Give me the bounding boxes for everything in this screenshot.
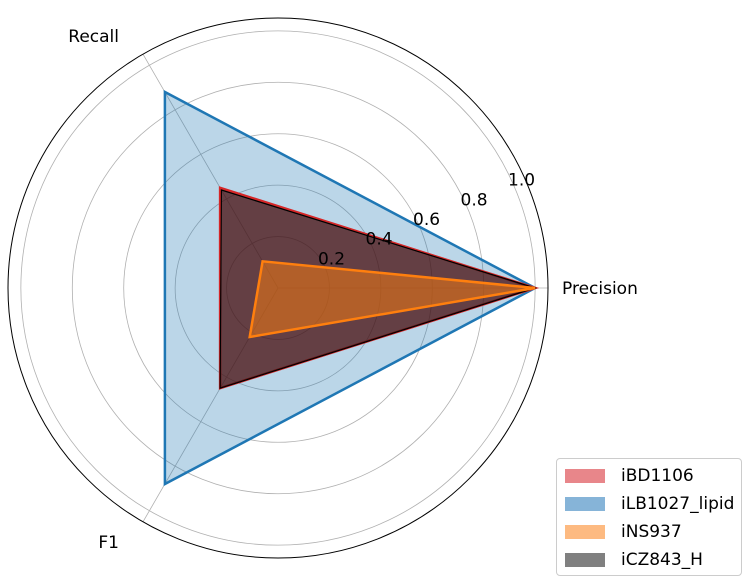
legend-swatch	[565, 469, 605, 483]
legend-swatch	[565, 497, 605, 511]
legend-item: iNS937	[565, 518, 741, 546]
series-layer	[163, 89, 540, 487]
legend-item: iLB1027_lipid	[565, 490, 741, 518]
legend-item: iBD1106	[565, 462, 741, 490]
legend-label: iNS937	[621, 522, 682, 542]
label-layer: 0.2 0.4 0.6 0.8 1.0 Precision Recall F1	[68, 27, 638, 553]
r-tick-label: 1.0	[508, 171, 535, 191]
legend-label: iBD1106	[621, 466, 694, 486]
r-tick-label: 0.6	[413, 210, 440, 230]
series-polygon	[248, 259, 536, 339]
axis-label: F1	[98, 533, 119, 553]
polar-frame	[7, 17, 549, 559]
axis-label: Recall	[68, 27, 119, 47]
r-tick-label: 0.8	[461, 190, 488, 210]
legend: iBD1106 iLB1027_lipid iNS937 iCZ843_H	[556, 458, 742, 576]
legend-swatch	[565, 525, 605, 539]
legend-swatch	[565, 553, 605, 567]
r-tick-label: 0.2	[318, 249, 345, 269]
axis-label: Precision	[562, 279, 638, 299]
legend-label: iLB1027_lipid	[621, 494, 735, 514]
legend-item: iCZ843_H	[565, 546, 741, 574]
legend-label: iCZ843_H	[621, 550, 703, 570]
r-tick-label: 0.4	[366, 230, 393, 250]
